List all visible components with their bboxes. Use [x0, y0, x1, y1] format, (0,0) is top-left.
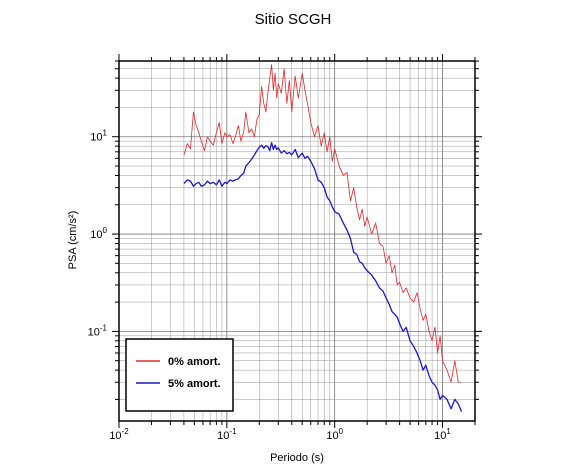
x-axis-label: Periodo (s): [270, 452, 324, 464]
frame-ticks: [112, 54, 482, 428]
legend-label-1: 5% amort.: [168, 378, 221, 390]
y-tick-label: 10-1: [88, 323, 108, 338]
series-line-1: [183, 141, 463, 412]
series-line-0: [183, 64, 462, 383]
x-tick-labels: 10-2 10-1 100 101: [109, 427, 451, 442]
chart-title: Sitio SCGH: [255, 11, 332, 28]
y-tick-label: 100: [90, 226, 107, 241]
y-tick-labels: 10-1 100 101: [88, 129, 108, 339]
series-lines: [183, 64, 463, 412]
legend-label-0: 0% amort.: [168, 356, 221, 368]
legend: 0% amort. 5% amort.: [125, 338, 234, 412]
x-tick-label: 100: [326, 427, 343, 442]
x-tick-label: 10-2: [109, 427, 129, 442]
y-axis-label: PSA (cm/s²): [67, 211, 79, 270]
x-tick-label: 10-1: [217, 427, 237, 442]
legend-box: [125, 338, 234, 412]
y-tick-label: 101: [90, 129, 107, 144]
x-tick-label: 101: [434, 427, 451, 442]
plot-frame: [118, 60, 476, 422]
